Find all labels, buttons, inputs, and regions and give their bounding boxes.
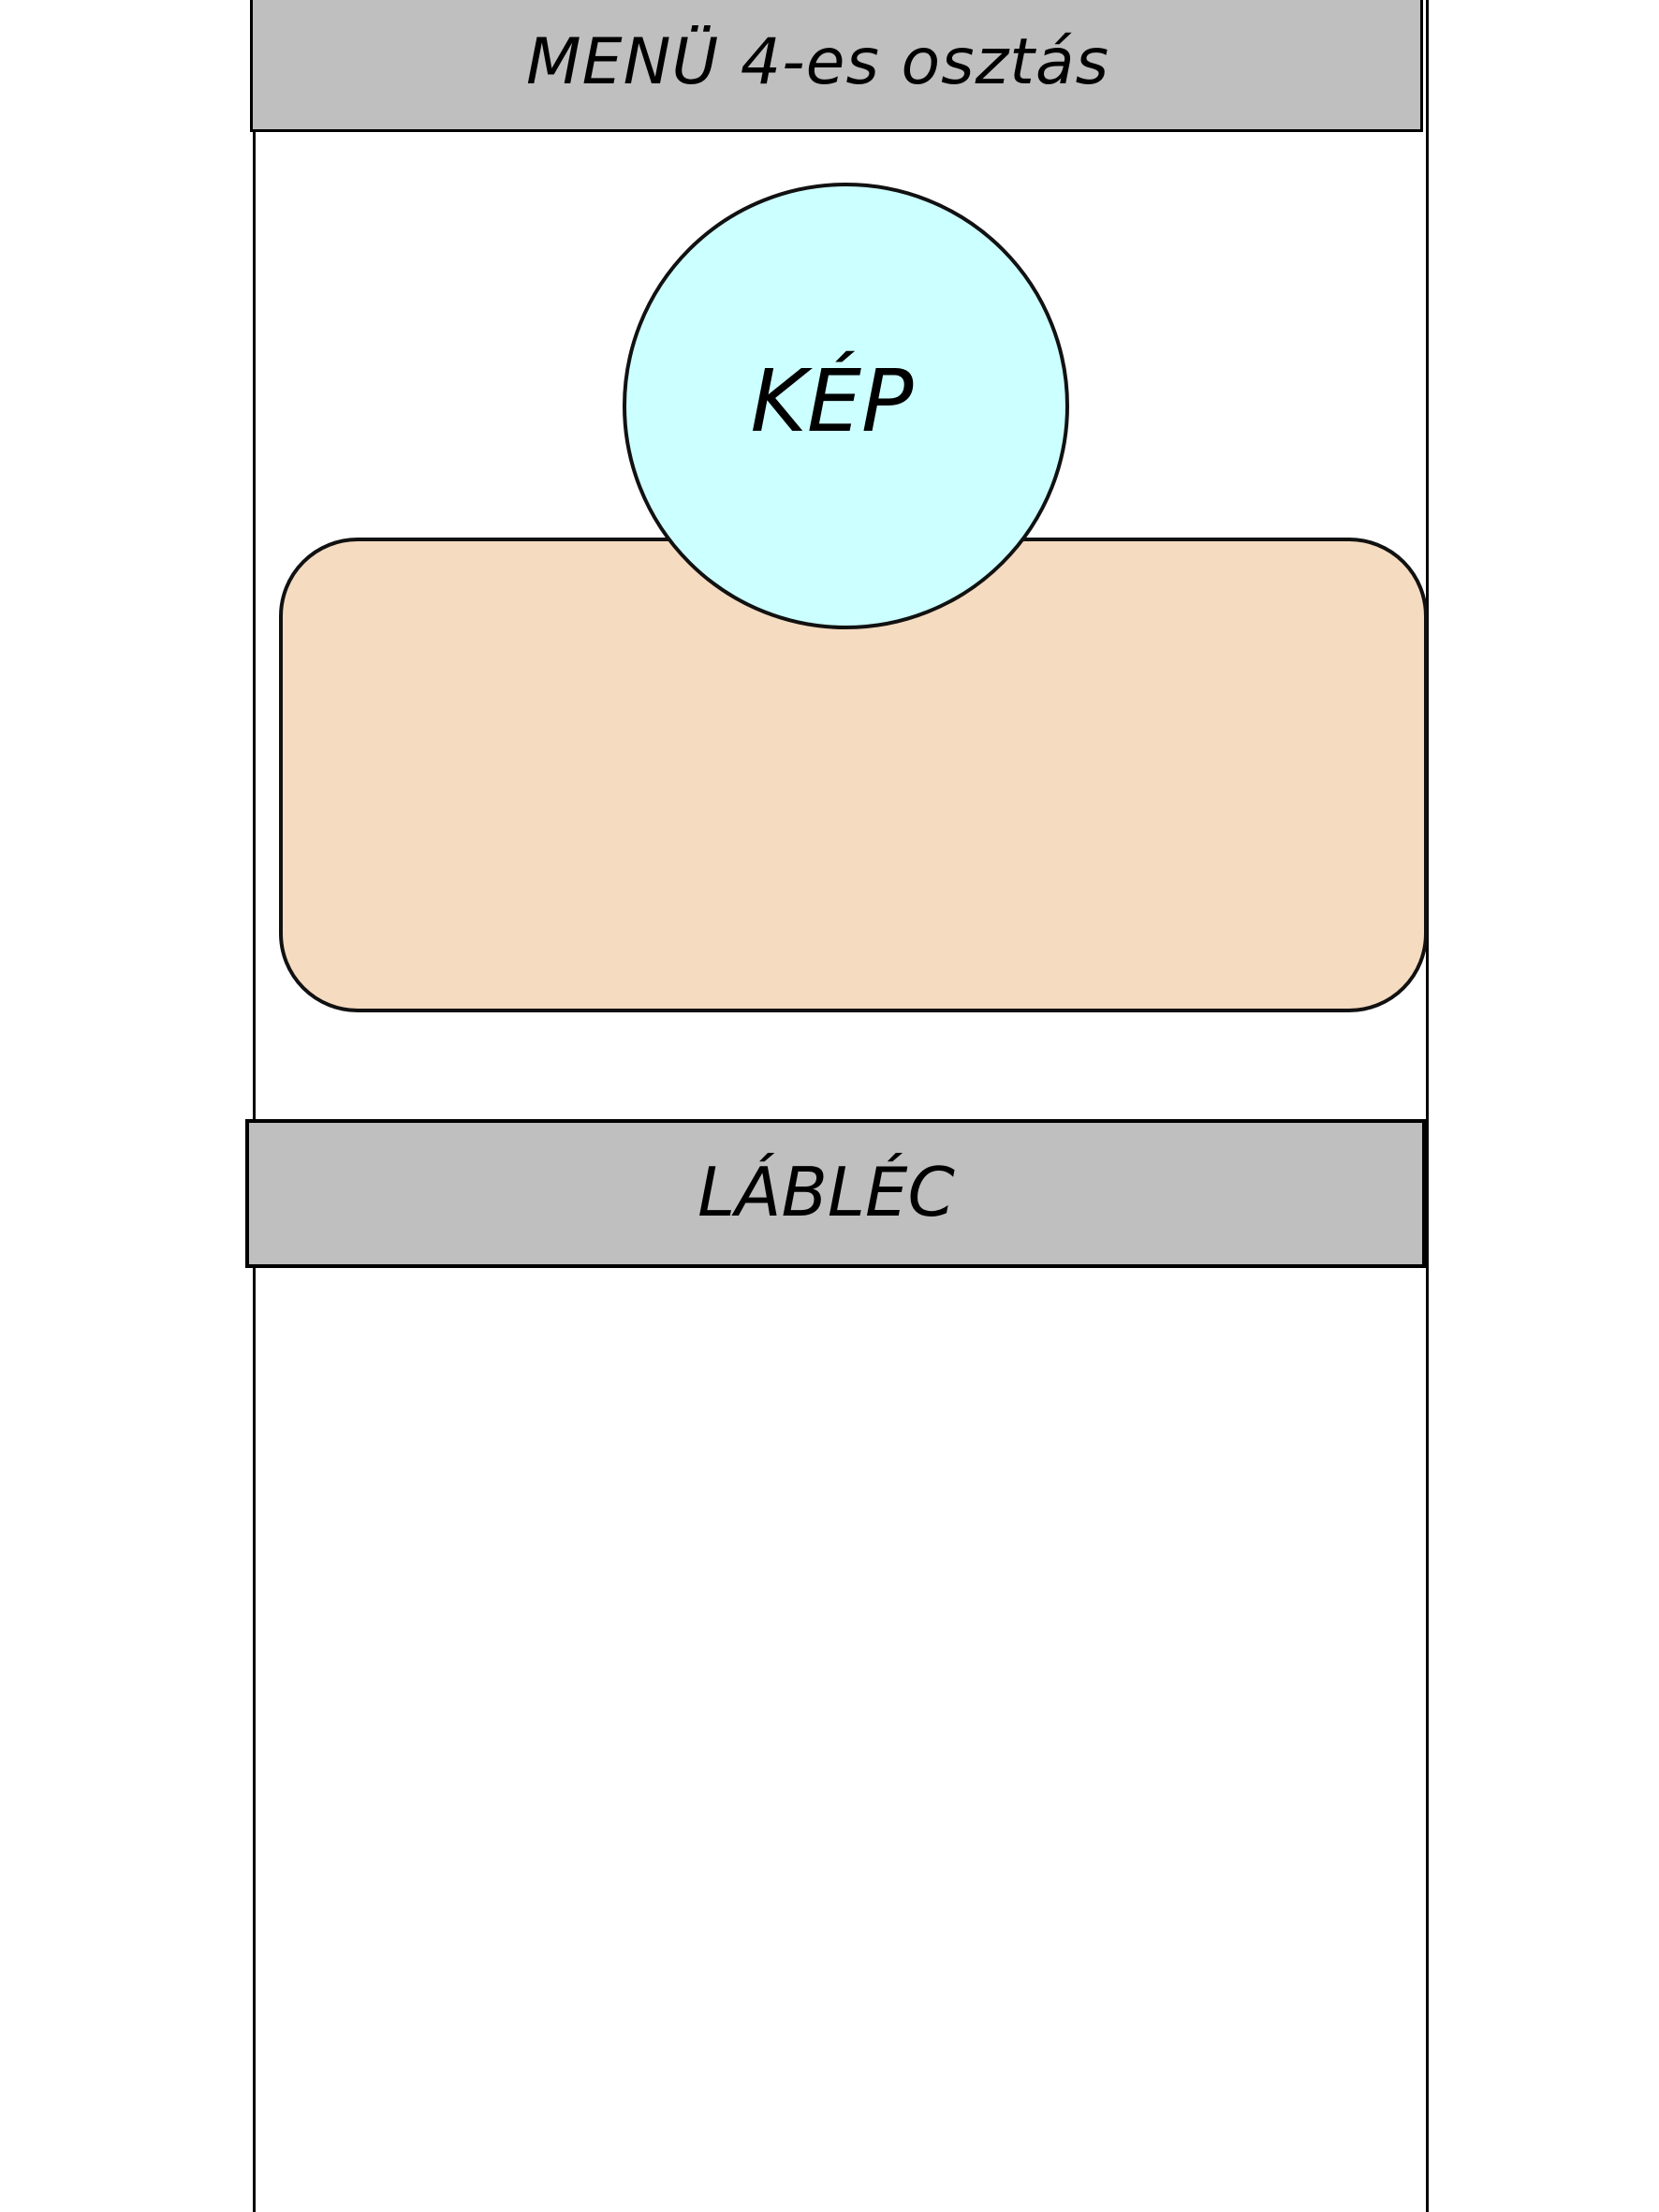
page-frame-left-edge [253,0,256,2212]
footer-bar: LÁBLÉC [245,1119,1426,1268]
footer-label: LÁBLÉC [697,1152,955,1231]
menu-bar[interactable]: MENÜ 4-es osztás [250,0,1423,132]
image-placeholder: KÉP [623,183,1069,629]
menu-label: MENÜ 4-es osztás [525,25,1110,99]
page-frame-right-edge [1426,0,1429,2212]
image-placeholder-label: KÉP [750,351,914,451]
